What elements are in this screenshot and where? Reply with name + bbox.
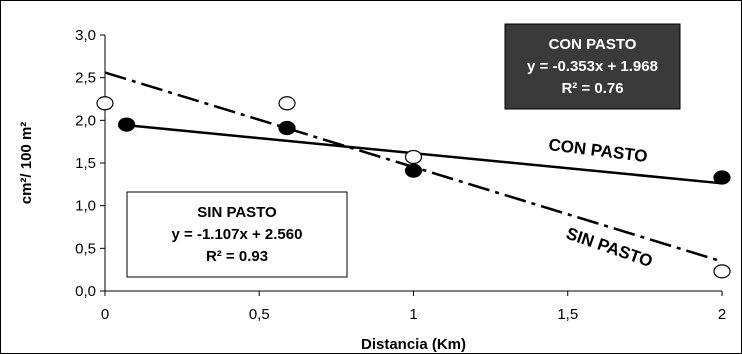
y-tick-label: 2,5 [75,70,96,87]
y-tick-label: 0,0 [75,283,96,300]
data-point-con-pasto [713,170,731,185]
x-tick-label: 0 [101,306,109,323]
x-tick-label: 1 [409,306,417,323]
y-tick-label: 2,0 [75,112,96,129]
data-point-sin-pasto [404,149,423,165]
data-point-con-pasto [117,117,136,132]
y-tick-label: 0,5 [75,240,96,257]
y-axis-title: cm²/ 100 m² [18,122,35,205]
equation-box-title-con-pasto: CON PASTO [549,36,637,53]
data-point-sin-pasto [278,96,296,111]
data-point-con-pasto [278,120,296,136]
data-point-sin-pasto [96,96,114,111]
equation-boxes-group: CON PASTO y = -0.353x + 1.968 R² = 0.76 SIN… [126,23,681,278]
y-tick-label: 1,5 [75,155,96,172]
points-group [96,96,731,279]
equation-box-sin-pasto [126,191,348,278]
y-tick-label: 1,0 [75,198,96,215]
data-point-con-pasto [404,163,423,178]
x-axis-title: Distancia (Km) [361,336,466,353]
axes-group: 0,0 0,5 1,0 1,5 2,0 2,5 3,0 0 0,5 1 1,5 2 Distancia … [18,27,726,353]
equation-box-con-pasto [504,23,681,110]
x-tick-label: 2 [718,306,726,323]
equation-text-con-pasto: y = -0.353x + 1.968 [527,58,658,75]
equation-box-title-sin-pasto: SIN PASTO [197,204,277,221]
equation-text-sin-pasto: y = -1.107x + 2.560 [172,226,303,243]
r-squared-text-con-pasto: R² = 0.76 [561,80,623,97]
y-tick-label: 3,0 [75,27,96,44]
fit-line-con-pasto [126,123,723,185]
data-point-sin-pasto [713,264,731,279]
x-tick-label: 1,5 [557,306,578,323]
r-squared-text-sin-pasto: R² = 0.93 [206,248,268,265]
x-tick-label: 0,5 [249,306,270,323]
